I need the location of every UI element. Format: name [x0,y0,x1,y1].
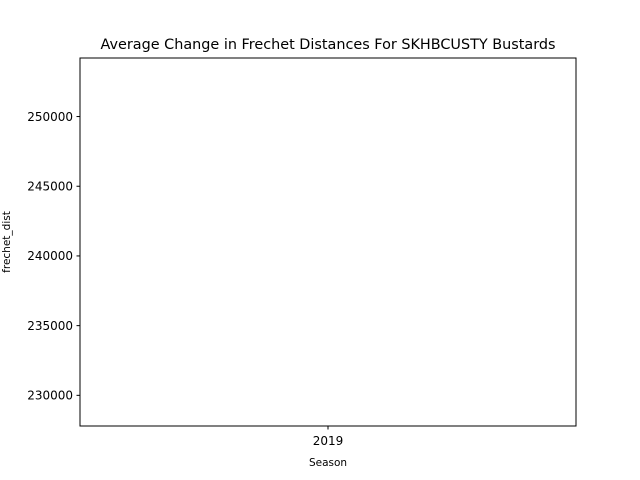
x-tick-label: 2019 [313,434,344,448]
y-tick-label: 235000 [27,319,73,333]
plot-area-frame [79,57,577,427]
y-tick-label: 240000 [27,249,73,263]
chart-title: Average Change in Frechet Distances For … [100,37,555,53]
y-axis-ticks: 230000 235000 240000 245000 250000 [27,110,80,403]
y-tick-label: 250000 [27,110,73,124]
x-axis-ticks: 2019 [313,426,344,448]
y-axis-label: frechet_dist [1,211,13,273]
y-tick-label: 245000 [27,180,73,194]
x-axis-label: Season [309,457,347,469]
y-tick-label: 230000 [27,389,73,403]
